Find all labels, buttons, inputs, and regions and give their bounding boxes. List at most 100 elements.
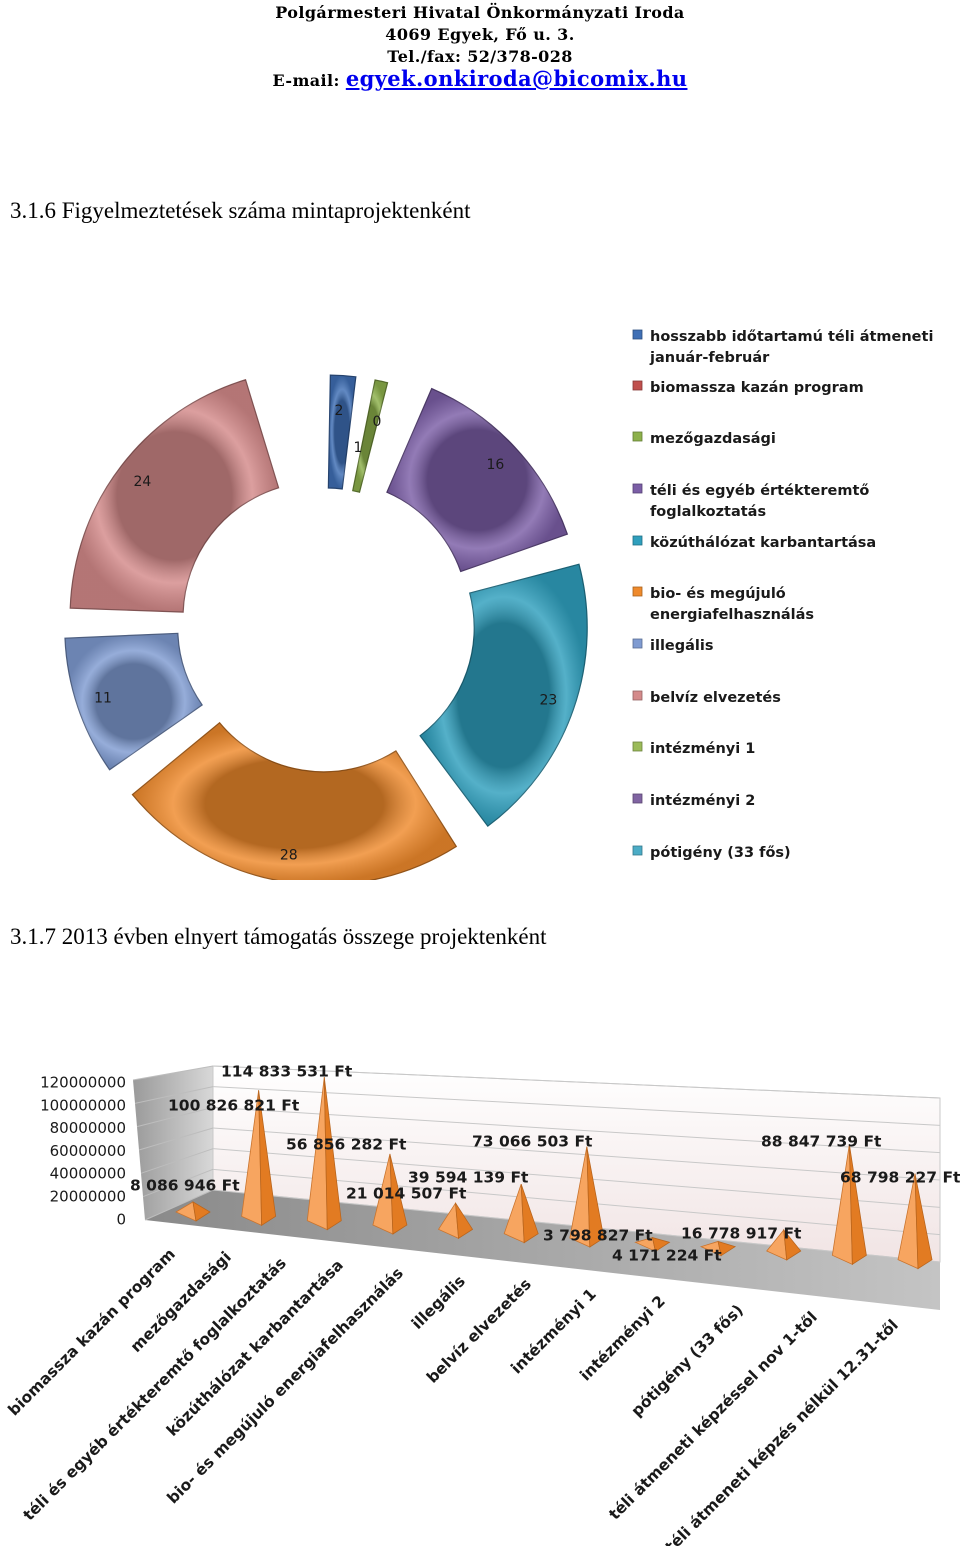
gridline [144, 1189, 214, 1221]
pyramid-face-right [389, 1153, 408, 1235]
section-title-warnings: 3.1.6 Figyelmeztetések száma mintaprojek… [10, 198, 471, 223]
gridline [212, 1106, 941, 1154]
data-label: 68 798 227 Ft [840, 1169, 960, 1187]
data-label: 56 856 282 Ft [286, 1136, 407, 1154]
letterhead: Polgármesteri Hivatal Önkormányzati Irod… [0, 0, 960, 92]
section-title-funding: 3.1.7 2013 évben elnyert támogatás össze… [10, 924, 547, 949]
data-label: 88 847 739 Ft [761, 1133, 882, 1151]
doughnut-slice-shading [386, 388, 568, 572]
gridline [136, 1106, 214, 1128]
legend-label: intézményi 2 [650, 793, 755, 809]
data-label: 100 826 821 Ft [168, 1097, 300, 1115]
legend-swatch [632, 845, 643, 856]
x-category-label: bio- és megújuló energiafelhasználás [164, 1264, 407, 1507]
office-email-line: E-mail: egyek.onkiroda@bicomix.hu [0, 68, 960, 92]
pyramid-face-right [455, 1202, 474, 1240]
legend-label: intézményi 1 [650, 741, 755, 757]
legend-swatch [632, 483, 643, 494]
data-label: 16 778 917 Ft [681, 1225, 802, 1243]
legend-label: energiafelhasználás [650, 607, 814, 623]
y-tick-label: 120000000 [40, 1074, 126, 1092]
data-label: 8 086 946 Ft [130, 1177, 240, 1195]
legend-label: téli és egyéb értékteremtő [650, 483, 869, 499]
legend-label: pótigény (33 fős) [650, 845, 791, 861]
funding-pyramid-chart: 120000000 100000000 80000000 60000000 400000… [5, 1063, 960, 1546]
data-label: 73 066 503 Ft [472, 1133, 593, 1151]
pyramid-face-right [651, 1237, 671, 1252]
doughnut-slice-shading [70, 379, 279, 613]
x-category-label: téli és egyéb értékteremtő foglalkoztatá… [20, 1254, 290, 1524]
legend-swatch [632, 535, 643, 546]
doughnut-slice-shading [420, 564, 588, 827]
email-label: E-mail: [272, 71, 340, 90]
doughnut-slices [64, 374, 588, 880]
legend-label: január-február [649, 350, 770, 366]
pyramid-series [175, 1077, 933, 1270]
gridline [212, 1065, 941, 1099]
x-category-label: illegális [408, 1272, 469, 1333]
gridline [132, 1065, 214, 1081]
doughnut-data-label: 28 [280, 848, 298, 864]
legend-swatch [632, 793, 643, 804]
office-phone: Tel./fax: 52/378-028 [387, 47, 573, 66]
data-label: 39 594 139 Ft [408, 1169, 529, 1187]
doughnut-data-label: 11 [94, 691, 112, 707]
gridline [212, 1127, 941, 1181]
legend-swatch [632, 586, 643, 597]
doughnut-data-label: 24 [133, 474, 151, 490]
doughnut-data-label: 0 [373, 414, 382, 430]
legend-label: illegális [650, 638, 713, 654]
y-axis: 120000000 100000000 80000000 60000000 400000… [40, 1074, 126, 1229]
legend-label: hosszabb időtartamú téli átmeneti [650, 329, 933, 345]
doughnut-data-label: 16 [486, 457, 504, 473]
gridline [140, 1148, 214, 1174]
legend-label: mezőgazdasági [650, 431, 776, 447]
floor [145, 1190, 940, 1310]
doughnut-slice-shading [328, 375, 356, 489]
y-tick-label: 60000000 [50, 1142, 126, 1160]
pyramid-face-right [323, 1077, 342, 1231]
legend-swatch [632, 431, 643, 442]
warnings-doughnut-chart: 2 10 16 23 28 11 24 hosszabb időtartamú téli á… [64, 329, 933, 880]
doughnut-data-label: 23 [539, 692, 557, 708]
doughnut-slice-shading [132, 722, 457, 880]
legend-label: bio- és megújuló [650, 586, 786, 602]
legend-swatch [632, 329, 643, 340]
pyramid-face-right [783, 1228, 802, 1261]
data-label: 4 171 224 Ft [612, 1247, 722, 1265]
doughnut-legend: hosszabb időtartamú téli átmeneti január-… [632, 329, 933, 861]
pyramid-face-right [520, 1184, 539, 1244]
legend-label: biomassza kazán program [650, 380, 864, 396]
pyramid-face-right [717, 1240, 737, 1257]
y-tick-label: 40000000 [50, 1165, 126, 1183]
legend-swatch [632, 380, 643, 391]
doughnut-slice-shading [352, 379, 388, 493]
legend-swatch [632, 741, 643, 752]
x-category-label: mezőgazdasági [127, 1248, 235, 1356]
gridline [142, 1168, 214, 1198]
legend-label: foglalkoztatás [650, 504, 766, 520]
chart-3d-frame [132, 1065, 941, 1310]
pyramid-face-right [848, 1144, 867, 1266]
legend-label: belvíz elvezetés [650, 690, 781, 706]
doughnut-data-label: 2 [335, 403, 344, 419]
office-address: 4069 Egyek, Fő u. 3. [385, 25, 575, 44]
data-label: 21 014 507 Ft [346, 1185, 467, 1203]
gridline [134, 1086, 214, 1104]
y-tick-label: 20000000 [50, 1188, 126, 1206]
legend-swatch [632, 690, 643, 701]
doughnut-data-label: 1 [354, 440, 363, 456]
data-label: 3 798 827 Ft [543, 1227, 653, 1245]
office-name: Polgármesteri Hivatal Önkormányzati Irod… [275, 3, 685, 22]
legend-label: közúthálózat karbantartása [650, 535, 876, 551]
pyramid-face-right [258, 1090, 277, 1227]
pyramid-face-right [192, 1201, 211, 1222]
gridline [212, 1086, 941, 1126]
value-labels: 8 086 946 Ft 100 826 821 Ft 114 833 531 Ft… [130, 1063, 960, 1265]
data-label: 114 833 531 Ft [221, 1063, 353, 1081]
side-wall [133, 1066, 213, 1220]
y-tick-label: 0 [116, 1210, 126, 1228]
email-link[interactable]: egyek.onkiroda@bicomix.hu [345, 66, 688, 91]
legend-swatch [632, 638, 643, 649]
doughnut-data-labels: 2 10 16 23 28 11 24 [94, 403, 557, 864]
